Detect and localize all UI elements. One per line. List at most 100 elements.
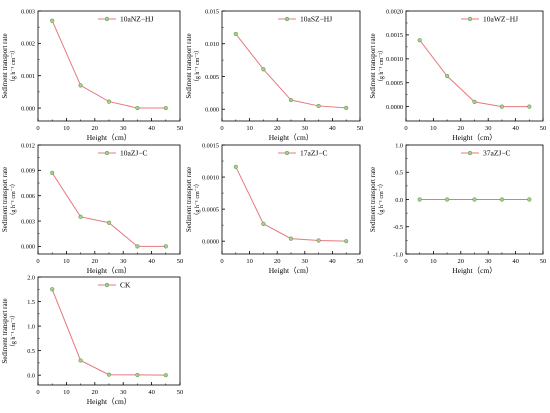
data-point [316, 103, 321, 109]
x-tick-label: 20 [274, 258, 281, 265]
plot-frame [405, 10, 544, 122]
x-tick-label: 20 [274, 125, 281, 132]
y-axis-title: Sediment transport rate [369, 33, 377, 98]
data-point [135, 105, 140, 111]
data-point [135, 372, 140, 378]
data-point [316, 238, 321, 243]
x-tick-label: 10 [246, 125, 253, 132]
y-tick-label: 0.000 [21, 105, 35, 112]
y-tick-label: 0.0020 [386, 8, 403, 15]
y-tick-label: 2.0 [27, 274, 35, 281]
x-tick-label: 0 [404, 258, 407, 265]
y-axis-unit: （g h⁻¹ cm⁻²） [10, 180, 17, 218]
y-tick-label: -0.5 [393, 224, 403, 231]
data-point [163, 105, 168, 111]
chart-panel-1: 0 10 20 30 40 50 0.000 0.001 0.002 0.003 Height（cm… [1, 8, 183, 142]
x-tick-label: 50 [540, 125, 547, 132]
x-axis-title: Height（cm） [269, 266, 314, 275]
legend-label: 10aWZ−HJ [483, 15, 518, 24]
data-point [78, 214, 83, 219]
data-point [288, 97, 294, 103]
y-tick-label: 0.0 [27, 372, 35, 379]
data-point [499, 197, 505, 202]
series-line [235, 166, 347, 242]
y-tick-label: 0.012 [21, 142, 35, 149]
data-point [163, 373, 168, 378]
data-point [78, 83, 83, 88]
data-point [445, 197, 450, 202]
data-point [472, 197, 477, 202]
x-tick-label: 10 [430, 258, 437, 265]
x-tick-label: 0 [404, 125, 407, 132]
y-axis-unit: （g h⁻¹ cm⁻²） [194, 180, 201, 218]
y-tick-label: 0.0 [395, 197, 403, 204]
x-tick-label: 20 [92, 125, 99, 132]
data-point [106, 372, 112, 377]
x-tick-label: 40 [148, 125, 155, 132]
data-point [106, 220, 112, 225]
x-tick-label: 40 [512, 258, 519, 265]
chart-panel-4: 0 10 20 30 40 50 0.000 0.003 0.006 0.009 0.012 Heig… [1, 142, 183, 275]
x-tick-label: 10 [430, 125, 437, 132]
data-point [472, 99, 477, 104]
y-axis-title: Sediment transport rate [1, 33, 9, 98]
chart-panel-6: 0 10 20 30 40 50 -1.0 -0.5 0.0 0.5 1.0 Height（cm） Se… [369, 142, 546, 275]
y-tick-label: 0.0005 [202, 206, 219, 213]
y-tick-label: 0.009 [21, 168, 35, 175]
legend-marker [284, 150, 290, 156]
data-point [344, 239, 349, 244]
y-tick-label: 0.0015 [386, 32, 403, 39]
y-tick-label: 0.015 [205, 8, 219, 15]
chart-panel-3: 0 10 20 30 40 50 0.0000 0.0005 0.0010 0.0015 0.002… [369, 8, 546, 142]
y-tick-label: 0.005 [205, 74, 219, 81]
y-tick-label: -1.0 [393, 251, 403, 258]
series-line [51, 289, 166, 376]
chart-panel-7: 0 10 20 30 40 50 0.0 0.5 1.0 1.5 2.0 Height（cm） Sedi… [1, 274, 183, 406]
legend-label: 37aZJ−C [483, 149, 511, 158]
series-line [235, 33, 347, 109]
y-tick-label: 0.0010 [202, 174, 219, 181]
y-axis-title: Sediment transport rate [185, 33, 193, 98]
x-tick-label: 30 [120, 389, 127, 396]
series-line [51, 20, 166, 109]
data-point [106, 99, 112, 104]
y-tick-label: 0.5 [395, 170, 403, 177]
x-tick-label: 20 [458, 125, 465, 132]
x-tick-label: 40 [148, 258, 155, 265]
x-tick-label: 30 [302, 258, 309, 265]
y-tick-label: 0.0005 [386, 80, 403, 87]
y-tick-label: 0.0010 [386, 56, 403, 63]
y-axis-unit: （g h⁻¹ cm⁻²） [10, 47, 17, 85]
data-point [344, 105, 349, 111]
series-line [51, 172, 166, 247]
legend-label: 17aZJ−C [300, 149, 328, 158]
legend-marker [104, 282, 110, 288]
x-tick-label: 0 [36, 125, 39, 132]
y-axis-unit: （g h⁻¹ cm⁻²） [10, 312, 17, 350]
data-point [527, 104, 532, 109]
x-tick-label: 0 [220, 258, 223, 265]
legend-label: 10aZJ−C [120, 149, 148, 158]
y-tick-label: 0.5 [27, 348, 35, 355]
y-tick-label: 0.0000 [386, 104, 403, 111]
legend-marker [467, 16, 473, 22]
x-tick-label: 40 [512, 125, 519, 132]
x-tick-label: 40 [329, 258, 336, 265]
legend-marker [104, 16, 110, 22]
series-line [419, 39, 530, 108]
x-tick-label: 0 [220, 125, 223, 132]
legend-marker [467, 150, 473, 156]
y-axis-unit: （g h⁻¹ cm⁻²） [194, 47, 201, 85]
legend-marker [104, 150, 110, 156]
data-point [288, 236, 294, 241]
x-tick-label: 30 [120, 125, 127, 132]
data-point [50, 287, 55, 292]
y-axis-title: Sediment transport rate [1, 167, 9, 232]
x-tick-label: 20 [92, 389, 99, 396]
y-axis-title: Sediment transport rate [369, 167, 377, 232]
x-tick-label: 50 [540, 258, 547, 265]
data-point [78, 358, 83, 363]
plot-frame [221, 10, 361, 122]
x-axis-title: Height（cm） [452, 133, 497, 142]
